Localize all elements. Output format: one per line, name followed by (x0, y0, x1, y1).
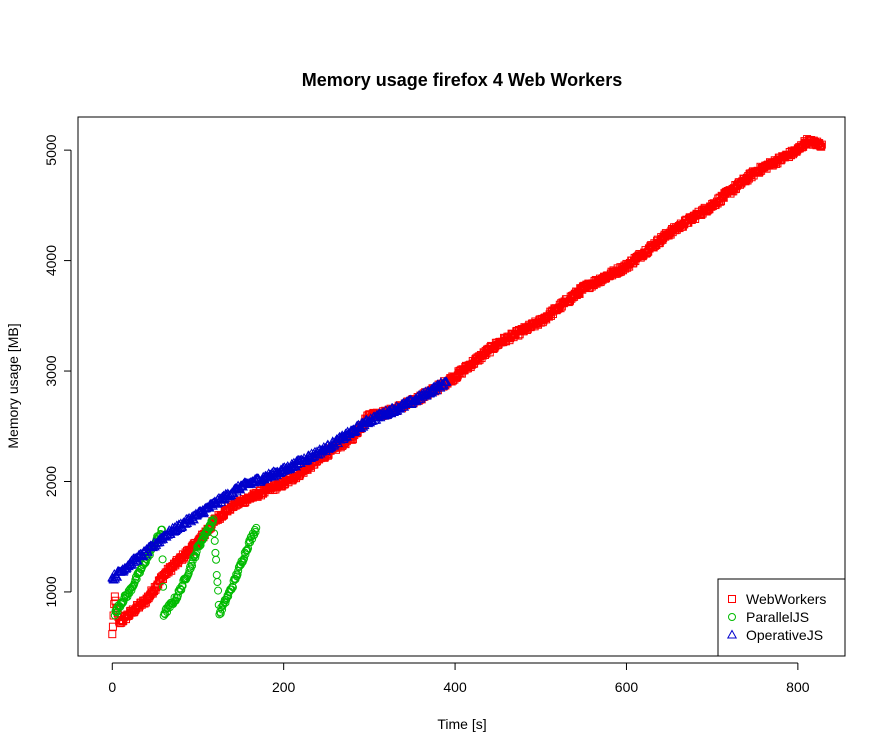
y-tick-label: 4000 (43, 245, 59, 276)
legend: WebWorkers ParallelJS OperativeJS (717, 578, 846, 657)
data-point (108, 630, 117, 639)
data-point (815, 141, 824, 150)
data-point (230, 574, 239, 583)
data-point (190, 552, 199, 561)
data-point (163, 607, 172, 616)
legend-marker-paralleljs (728, 613, 736, 621)
y-tick-label: 2000 (43, 466, 59, 497)
data-point (575, 289, 584, 298)
legend-box (717, 578, 846, 657)
data-point (546, 311, 555, 320)
data-point (209, 515, 218, 524)
y-tick-label: 1000 (43, 576, 59, 607)
x-tick-label: 200 (272, 679, 296, 695)
data-point (112, 571, 123, 581)
x-tick-label: 0 (108, 679, 116, 695)
series-webworkers (108, 135, 826, 639)
data-point (211, 548, 220, 557)
data-point (248, 535, 257, 544)
data-point (427, 387, 438, 397)
data-point (175, 523, 186, 533)
data-point (252, 523, 261, 532)
data-point (210, 529, 219, 538)
x-axis-label: Time [s] (437, 716, 486, 732)
data-point (196, 541, 205, 550)
x-tick-label: 600 (615, 679, 639, 695)
data-point (191, 553, 200, 562)
chart-title: Memory usage firefox 4 Web Workers (302, 70, 622, 90)
y-axis-label: Memory usage [MB] (5, 323, 21, 448)
data-point (240, 554, 249, 563)
data-point (138, 550, 149, 561)
data-point (142, 546, 153, 556)
data-point (228, 583, 237, 592)
series-operativejs (107, 376, 452, 584)
x-tick-label: 800 (786, 679, 810, 695)
y-tick-label: 3000 (43, 355, 59, 386)
data-point (206, 522, 215, 531)
legend-marker-webworkers (728, 595, 736, 603)
data-point (135, 568, 144, 577)
data-point (213, 578, 222, 587)
x-tick-label: 400 (443, 679, 467, 695)
data-point (817, 140, 826, 149)
data-point (113, 607, 122, 616)
data-point (175, 584, 184, 593)
legend-label-operativejs: OperativeJS (746, 627, 823, 643)
data-point (119, 597, 128, 606)
data-point (218, 605, 227, 614)
data-point (158, 555, 167, 564)
data-point (157, 525, 166, 534)
plot-frame (77, 116, 846, 657)
data-point (177, 585, 186, 594)
data-point (233, 570, 242, 579)
data-point (228, 582, 237, 591)
data-point (212, 571, 221, 580)
data-point (188, 561, 197, 570)
data-point (201, 529, 210, 538)
data-point (251, 527, 260, 536)
data-point (817, 142, 826, 151)
data-point (216, 609, 225, 618)
data-point (131, 575, 140, 584)
series-paralleljs (110, 515, 261, 620)
data-point (356, 423, 367, 433)
x-axis: 0 200 400 600 800 (108, 662, 810, 695)
legend-label-paralleljs: ParallelJS (746, 609, 809, 625)
data-point (132, 555, 143, 565)
data-point (244, 544, 253, 553)
data-point (441, 376, 452, 386)
y-axis: 1000 2000 3000 4000 5000 (43, 134, 72, 608)
data-point (159, 582, 168, 591)
legend-marker-operativejs (726, 629, 738, 639)
data-point (214, 586, 223, 595)
legend-label-webworkers: WebWorkers (746, 591, 826, 607)
plot-points (107, 135, 826, 639)
y-tick-label: 5000 (43, 134, 59, 165)
data-point (110, 592, 119, 601)
data-point (212, 555, 221, 564)
data-point (210, 536, 219, 545)
